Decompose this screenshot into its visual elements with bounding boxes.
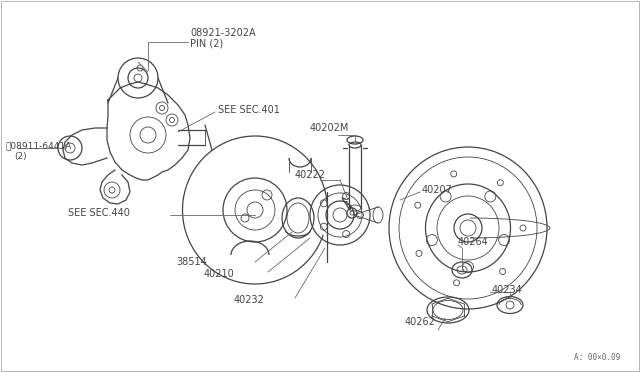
Text: 40207: 40207 <box>422 185 453 195</box>
Text: 40234: 40234 <box>492 285 523 295</box>
Text: 40210: 40210 <box>204 269 235 279</box>
Text: PIN (2): PIN (2) <box>190 38 223 48</box>
Text: 40222: 40222 <box>295 170 326 180</box>
Text: (2): (2) <box>14 151 27 160</box>
Text: 40262: 40262 <box>405 317 436 327</box>
Text: 40202M: 40202M <box>310 123 349 133</box>
Text: 08921-3202A: 08921-3202A <box>190 28 255 38</box>
Text: A: 00×0.09: A: 00×0.09 <box>574 353 620 362</box>
Text: 40264: 40264 <box>458 237 489 247</box>
Text: ⓝ08911-6441A: ⓝ08911-6441A <box>5 141 71 151</box>
Text: SEE SEC.401: SEE SEC.401 <box>218 105 280 115</box>
Text: 38514: 38514 <box>176 257 207 267</box>
Text: SEE SEC.440: SEE SEC.440 <box>68 208 130 218</box>
Text: 40232: 40232 <box>234 295 265 305</box>
